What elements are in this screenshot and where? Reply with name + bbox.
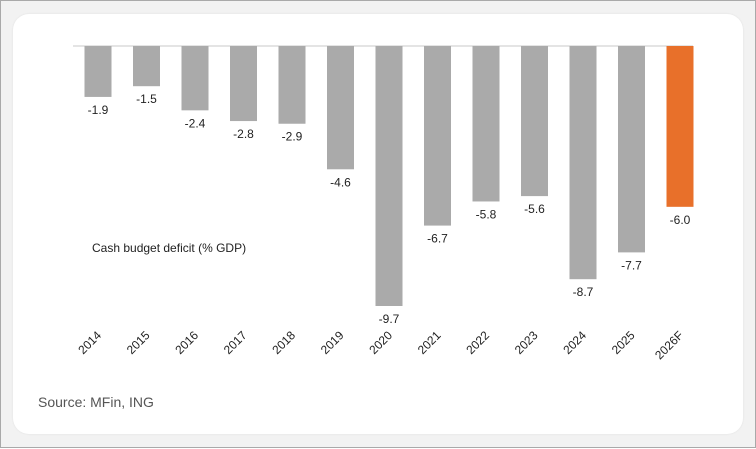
category-label-2023: 2023 [512,328,541,357]
bar-2016 [181,46,209,111]
value-label-2022: -5.8 [476,207,497,221]
bar-2019 [327,46,354,170]
bar-2015 [133,46,160,87]
bar-2024 [569,46,597,280]
source-note: Source: MFin, ING [38,394,154,410]
category-label-2022: 2022 [463,328,492,357]
bar-2025 [618,46,645,253]
category-label-2015: 2015 [124,328,153,357]
category-label-2024: 2024 [560,328,589,357]
category-label-2021: 2021 [415,328,444,357]
category-label-2025: 2025 [609,328,638,357]
value-label-2026F: -6.0 [670,213,691,227]
bar-2018 [278,46,306,124]
bar-2023 [521,46,548,197]
value-label-2024: -8.7 [573,285,594,299]
value-label-2020: -9.7 [379,312,400,326]
value-label-2025: -7.7 [621,258,642,272]
value-label-2014: -1.9 [88,103,109,117]
bar-2020 [375,46,403,306]
value-label-2019: -4.6 [330,175,351,189]
value-label-2023: -5.6 [524,202,545,216]
bar-2014 [84,46,112,97]
bar-2021 [424,46,451,226]
bar-2026F [666,46,694,207]
category-label-2020: 2020 [366,328,395,357]
chart-title: Cash budget deficit (% GDP) [92,241,247,255]
category-label-2026F: 2026F [652,328,686,362]
value-label-2021: -6.7 [427,232,448,246]
category-label-2018: 2018 [269,328,298,357]
bar-2017 [230,46,257,122]
value-label-2015: -1.5 [136,92,157,106]
value-label-2017: -2.8 [233,127,254,141]
value-label-2016: -2.4 [185,116,206,130]
category-label-2014: 2014 [75,328,104,357]
category-label-2019: 2019 [318,328,347,357]
category-label-2016: 2016 [172,328,201,357]
value-label-2018: -2.9 [282,130,303,144]
category-label-2017: 2017 [221,328,250,357]
bar-2022 [472,46,500,202]
